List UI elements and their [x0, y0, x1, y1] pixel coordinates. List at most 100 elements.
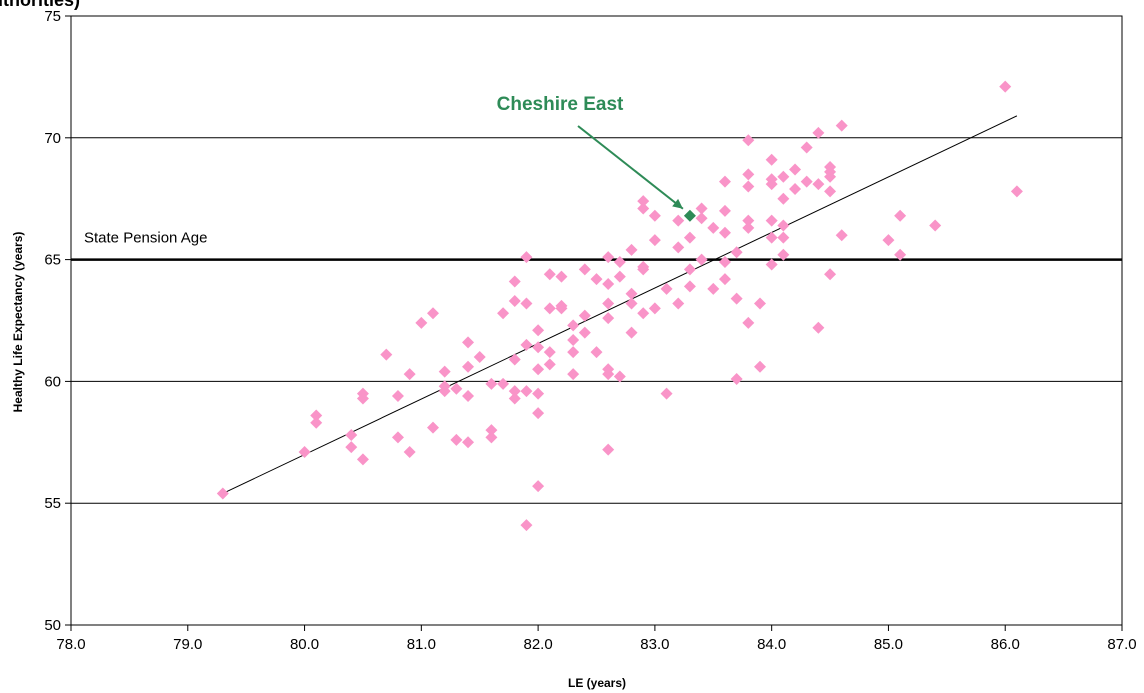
data-point: [625, 243, 638, 256]
data-point: [427, 307, 440, 320]
data-point: [508, 353, 521, 366]
data-point: [777, 192, 790, 205]
data-point: [789, 163, 802, 176]
data-point: [520, 385, 533, 398]
data-point: [298, 446, 311, 459]
plot-area-border: [70, 15, 1123, 626]
data-point: [345, 428, 358, 441]
data-point: [555, 302, 568, 315]
data-point: [613, 270, 626, 283]
y-axis-ticks: 50 55 60 65 70 75: [44, 8, 71, 634]
data-point: [578, 326, 591, 339]
data-point: [765, 214, 778, 227]
data-point: [777, 219, 790, 232]
data-point: [520, 251, 533, 264]
data-point: [555, 270, 568, 283]
data-point: [567, 368, 580, 381]
data-point: [812, 321, 825, 334]
data-point: [590, 273, 603, 286]
data-point: [777, 170, 790, 183]
grid-lines: [71, 137, 1122, 504]
data-point: [613, 256, 626, 269]
data-point: [625, 287, 638, 300]
data-point: [730, 246, 743, 259]
data-point: [835, 229, 848, 242]
y-tick-label: 70: [44, 130, 61, 147]
data-point: [695, 212, 708, 225]
data-point: [800, 175, 813, 188]
data-point: [602, 277, 615, 290]
trendline-segment: [222, 115, 1018, 494]
highlight-point: [683, 209, 696, 222]
data-point: [380, 348, 393, 361]
x-tick-label: 79.0: [173, 636, 202, 653]
data-point: [567, 319, 580, 332]
data-point: [648, 234, 661, 247]
data-point: [532, 407, 545, 420]
data-point: [613, 370, 626, 383]
data-point: [894, 248, 907, 261]
data-point: [543, 346, 556, 359]
x-tick-label: 82.0: [524, 636, 553, 653]
data-point: [356, 453, 369, 466]
data-point: [742, 214, 755, 227]
data-point: [391, 390, 404, 403]
data-point: [637, 202, 650, 215]
data-point: [824, 185, 837, 198]
y-tick-label: 50: [44, 617, 61, 634]
data-point: [683, 280, 696, 293]
data-point: [590, 346, 603, 359]
data-point: [730, 372, 743, 385]
data-point: [742, 180, 755, 193]
data-point: [532, 387, 545, 400]
data-point: [403, 446, 416, 459]
highlight-label: Cheshire East: [497, 94, 624, 115]
data-point: [695, 202, 708, 215]
data-point: [753, 360, 766, 373]
y-tick-label: 55: [44, 495, 61, 512]
data-point: [345, 441, 358, 454]
data-point: [742, 316, 755, 329]
data-point: [672, 241, 685, 254]
data-point: [520, 338, 533, 351]
data-point: [672, 297, 685, 310]
data-point: [567, 346, 580, 359]
data-point: [520, 297, 533, 310]
x-tick-label: 78.0: [56, 636, 85, 653]
data-point: [742, 221, 755, 234]
x-axis-title: LE (years): [568, 676, 626, 690]
data-point: [427, 421, 440, 434]
data-point: [485, 431, 498, 444]
data-point: [718, 226, 731, 239]
data-point: [800, 141, 813, 154]
data-point: [532, 363, 545, 376]
chart-title-fragment: uthorities): [0, 0, 80, 10]
data-point: [999, 80, 1012, 93]
data-point: [637, 263, 650, 276]
data-point: [1010, 185, 1023, 198]
data-points: [216, 80, 1023, 532]
data-point: [485, 377, 498, 390]
data-point: [625, 326, 638, 339]
data-point: [216, 487, 229, 500]
data-point: [660, 282, 673, 295]
data-point: [672, 214, 685, 227]
data-point: [462, 436, 475, 449]
x-tick-label: 86.0: [991, 636, 1020, 653]
x-tick-label: 83.0: [640, 636, 669, 653]
data-point: [765, 258, 778, 271]
data-point: [543, 268, 556, 281]
data-point: [508, 392, 521, 405]
data-point: [683, 231, 696, 244]
data-point: [532, 341, 545, 354]
data-point: [718, 256, 731, 269]
data-point: [753, 297, 766, 310]
data-point: [602, 251, 615, 264]
data-point: [789, 182, 802, 195]
data-point: [543, 302, 556, 315]
data-point: [824, 170, 837, 183]
data-point: [765, 231, 778, 244]
data-point: [462, 390, 475, 403]
data-point: [707, 221, 720, 234]
data-point: [637, 195, 650, 208]
